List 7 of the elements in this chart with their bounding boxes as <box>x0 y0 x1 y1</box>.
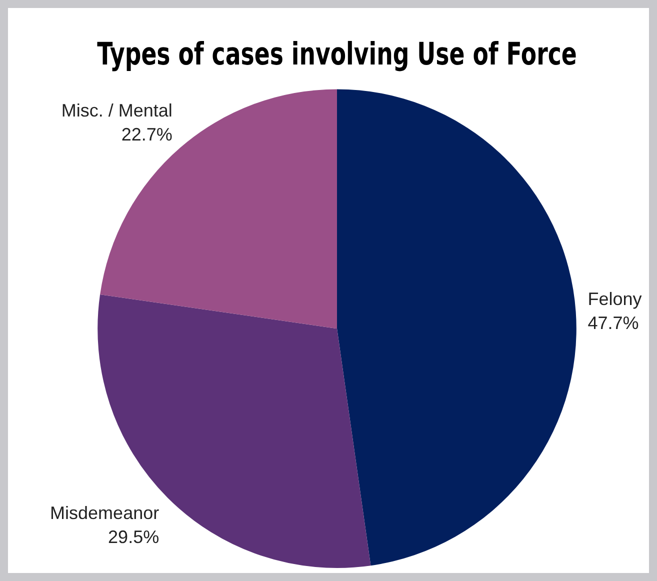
data-label: 22.7% <box>121 124 172 145</box>
chart-title: Types of cases involving Use of Force <box>97 37 577 73</box>
data-label: 29.5% <box>108 527 160 548</box>
data-label: 47.7% <box>588 313 639 334</box>
slice-label: Felony <box>588 289 642 310</box>
slice-label: Misc. / Mental <box>61 100 172 121</box>
slice-label: Misdemeanor <box>50 503 160 524</box>
